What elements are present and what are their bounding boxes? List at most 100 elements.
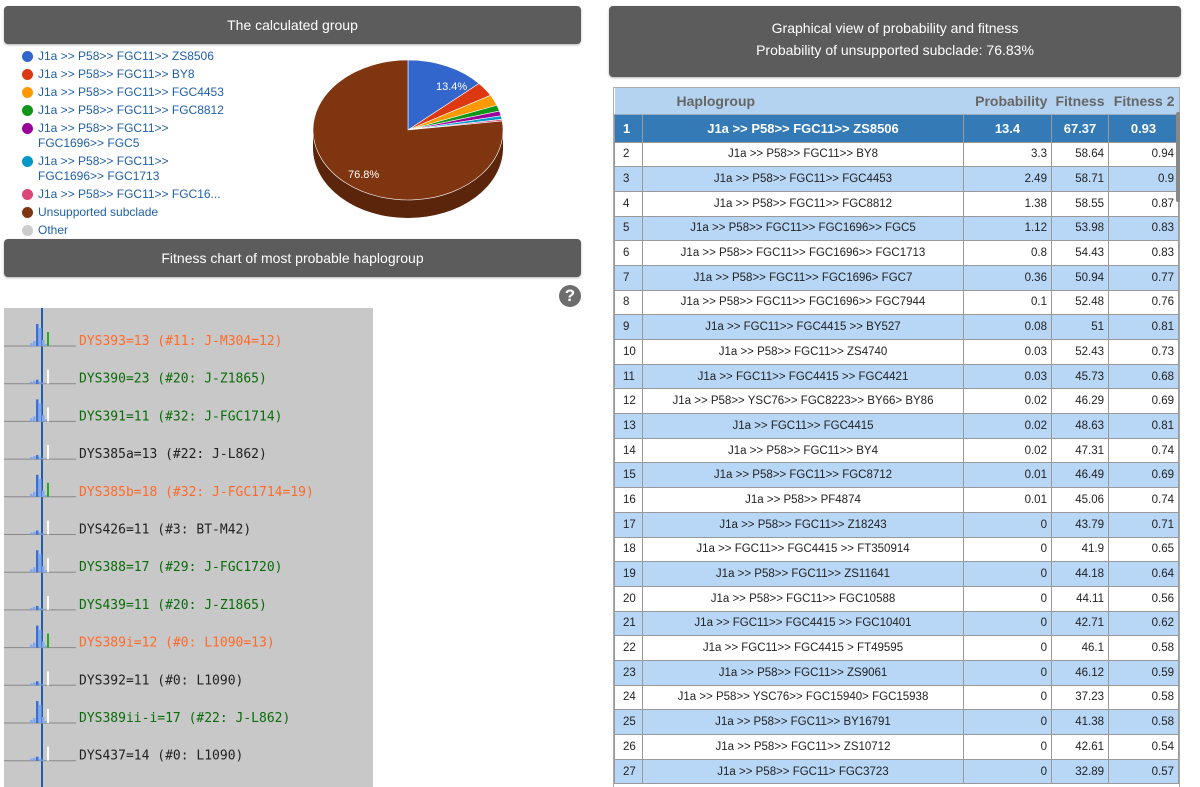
legend-color-dot bbox=[22, 156, 33, 167]
table-row[interactable]: 5 J1a >> P58>> FGC11>> FGC1696>> FGC5 1.12… bbox=[614, 215, 1179, 242]
fitness-chart-title: Fitness chart of most probable haplogrou… bbox=[161, 250, 424, 266]
legend-item[interactable]: J1a >> P58>> FGC11>> FGC4453 bbox=[22, 85, 242, 100]
probability-column-header[interactable]: Probability bbox=[963, 88, 1052, 115]
haplogroup-cell: J1a >> P58>> FGC11>> ZS9061 bbox=[642, 659, 964, 686]
legend-label: J1a >> P58>> FGC11>> ZS8506 bbox=[38, 49, 214, 63]
probability-cell: 0 bbox=[962, 659, 1052, 686]
probability-cell: 13.4 bbox=[962, 113, 1052, 143]
marker-row[interactable]: DYS392=11 (#0: L1090) bbox=[4, 671, 243, 688]
fitness2-cell: 0.56 bbox=[1108, 585, 1179, 612]
legend-item[interactable]: J1a >> P58>> FGC11>> FGC16... bbox=[22, 187, 242, 202]
haplogroup-cell: J1a >> FGC11>> FGC4415 > FT49595 bbox=[642, 635, 964, 661]
haplogroup-table-container[interactable]: Haplogroup Probability Fitness Fitness 2… bbox=[613, 87, 1180, 787]
fitness2-cell: 0.54 bbox=[1108, 734, 1179, 760]
table-row[interactable]: 1 J1a >> P58>> FGC11>> ZS8506 13.4 67.37 0.9… bbox=[614, 113, 1179, 143]
marker-row[interactable]: DYS391=11 (#32: J-FGC1714) bbox=[4, 399, 283, 424]
table-row[interactable]: 16 J1a >> P58>> PF4874 0.01 45.06 0.74 bbox=[614, 487, 1179, 513]
table-row[interactable]: 9 J1a >> FGC11>> FGC4415 >> BY527 0.08 51 0.… bbox=[614, 314, 1179, 340]
fitness2-column-header[interactable]: Fitness 2 bbox=[1108, 88, 1179, 115]
help-icon[interactable]: ? bbox=[559, 285, 581, 307]
legend-color-dot bbox=[22, 123, 33, 134]
row-index: 14 bbox=[614, 437, 643, 464]
table-row[interactable]: 23 J1a >> P58>> FGC11>> ZS9061 0 46.12 0.59 bbox=[614, 659, 1179, 686]
table-row[interactable]: 22 J1a >> FGC11>> FGC4415 > FT49595 0 46.1 0… bbox=[614, 635, 1179, 661]
table-row[interactable]: 4 J1a >> P58>> FGC11>> FGC8812 1.38 58.55 0.… bbox=[614, 190, 1179, 217]
marker-row[interactable]: DYS388=17 (#29: J-FGC1720) bbox=[4, 550, 283, 575]
marker-row[interactable]: DYS437=14 (#0: L1090) bbox=[4, 746, 243, 764]
calculated-group-title: The calculated group bbox=[227, 17, 358, 33]
marker-row[interactable]: DYS390=23 (#20: J-Z1865) bbox=[4, 369, 267, 387]
table-row[interactable]: 21 J1a >> FGC11>> FGC4415 >> FGC10401 0 42.… bbox=[614, 610, 1179, 637]
fitness-cell: 51 bbox=[1050, 314, 1110, 340]
fitness-column-header[interactable]: Fitness bbox=[1051, 88, 1109, 115]
table-row[interactable]: 19 J1a >> P58>> FGC11>> ZS11641 0 44.18 0.64 bbox=[614, 561, 1179, 587]
haplogroup-cell: J1a >> P58>> FGC11>> FGC1696>> FGC5 bbox=[642, 215, 964, 242]
marker-row[interactable]: DYS385a=13 (#22: J-L862) bbox=[4, 445, 267, 462]
table-row[interactable]: 26 J1a >> P58>> FGC11>> ZS10712 0 42.61 0.54 bbox=[614, 734, 1179, 760]
probability-pie-chart: 13.4% 76.8% bbox=[312, 60, 504, 218]
haplogroup-cell: J1a >> P58>> FGC11>> FGC1696>> FGC1713 bbox=[642, 240, 964, 266]
probability-cell: 0.8 bbox=[962, 240, 1052, 266]
marker-row[interactable]: DYS393=13 (#11: J-M304=12) bbox=[4, 324, 283, 349]
probability-cell: 0 bbox=[962, 536, 1052, 563]
legend-item[interactable]: J1a >> P58>> FGC11>> FGC1696>> FGC5 bbox=[22, 121, 242, 151]
fitness-cell: 58.55 bbox=[1050, 190, 1110, 217]
marker-label: DYS437=14 (#0: L1090) bbox=[79, 749, 243, 764]
fitness2-cell: 0.76 bbox=[1108, 289, 1179, 316]
pie-slice[interactable] bbox=[312, 60, 504, 201]
haplogroup-cell: J1a >> P58>> FGC11>> FGC10588 bbox=[642, 585, 964, 612]
pie-label-unsupported: 76.8% bbox=[348, 169, 379, 181]
haplogroup-cell: J1a >> P58>> FGC11>> ZS11641 bbox=[642, 561, 964, 587]
table-row[interactable]: 11 J1a >> FGC11>> FGC4415 >> FGC4421 0.03 4… bbox=[614, 363, 1179, 390]
row-index: 13 bbox=[614, 413, 643, 439]
table-row[interactable]: 8 J1a >> P58>> FGC11>> FGC1696>> FGC7944 0… bbox=[614, 289, 1179, 316]
fitness-cell: 46.1 bbox=[1050, 635, 1110, 661]
table-scrollbar[interactable] bbox=[1176, 112, 1180, 202]
table-row[interactable]: 20 J1a >> P58>> FGC11>> FGC10588 0 44.11 0.5… bbox=[614, 585, 1179, 612]
table-row[interactable]: 10 J1a >> P58>> FGC11>> ZS4740 0.03 52.43 0.… bbox=[614, 339, 1179, 365]
probability-cell: 0.08 bbox=[962, 314, 1052, 340]
fitness-cell: 46.29 bbox=[1050, 388, 1110, 415]
table-row[interactable]: 14 J1a >> P58>> FGC11>> BY4 0.02 47.31 0.74 bbox=[614, 437, 1179, 464]
fitness2-cell: 0.74 bbox=[1108, 437, 1179, 464]
table-row[interactable]: 6 J1a >> P58>> FGC11>> FGC1696>> FGC1713 0… bbox=[614, 240, 1179, 266]
fitness-cell: 54.43 bbox=[1050, 240, 1110, 266]
probability-cell: 0 bbox=[962, 635, 1052, 661]
table-row[interactable]: 2 J1a >> P58>> FGC11>> BY8 3.3 58.64 0.94 bbox=[614, 141, 1179, 168]
table-row[interactable]: 18 J1a >> FGC11>> FGC4415 >> FT350914 0 41.… bbox=[614, 536, 1179, 563]
fitness2-cell: 0.69 bbox=[1108, 462, 1179, 489]
row-index: 3 bbox=[614, 166, 643, 192]
fitness-cell: 42.61 bbox=[1050, 734, 1110, 760]
table-row[interactable]: 27 J1a >> P58>> FGC11> FGC3723 0 32.89 0.57 bbox=[614, 758, 1179, 785]
fitness2-cell: 0.81 bbox=[1108, 314, 1179, 340]
probability-cell: 3.3 bbox=[962, 141, 1052, 168]
marker-row[interactable]: DYS385b=18 (#32: J-FGC1714=19) bbox=[4, 474, 314, 500]
table-row[interactable]: 7 J1a >> P58>> FGC11>> FGC1696> FGC7 0.36 5… bbox=[614, 264, 1179, 291]
table-row[interactable]: 12 J1a >> P58>> YSC76>> FGC8223>> BY66> B… bbox=[614, 388, 1179, 415]
haplogroup-cell: J1a >> P58>> FGC11>> FGC8712 bbox=[642, 462, 964, 489]
table-header-row: Haplogroup Probability Fitness Fitness 2 bbox=[614, 88, 1179, 115]
table-row[interactable]: 24 J1a >> P58>> YSC76>> FGC15940> FGC1593… bbox=[614, 684, 1179, 711]
legend-item[interactable]: J1a >> P58>> FGC11>> FGC8812 bbox=[22, 103, 242, 118]
haplogroup-cell: J1a >> P58>> FGC11>> FGC1696> FGC7 bbox=[642, 264, 964, 291]
fitness-cell: 44.11 bbox=[1050, 585, 1110, 612]
index-column-header bbox=[614, 88, 643, 115]
legend-item[interactable]: J1a >> P58>> FGC11>> FGC1696>> FGC1713 bbox=[22, 154, 242, 184]
marker-row[interactable]: DYS439=11 (#20: J-Z1865) bbox=[4, 595, 267, 613]
table-row[interactable]: 13 J1a >> FGC11>> FGC4415 0.02 48.63 0.81 bbox=[614, 413, 1179, 439]
probability-cell: 0.02 bbox=[962, 388, 1052, 415]
pie-slice[interactable] bbox=[407, 60, 480, 131]
table-row[interactable]: 25 J1a >> P58>> FGC11>> BY16791 0 41.38 0.58 bbox=[614, 709, 1179, 735]
haplogroup-column-header[interactable]: Haplogroup bbox=[642, 88, 964, 115]
fitness-cell: 67.37 bbox=[1050, 113, 1110, 143]
legend-item[interactable]: J1a >> P58>> FGC11>> BY8 bbox=[22, 67, 242, 82]
legend-item[interactable]: J1a >> P58>> FGC11>> ZS8506 bbox=[22, 49, 242, 64]
legend-item[interactable]: Unsupported subclade bbox=[22, 205, 242, 220]
marker-row[interactable]: DYS389i=12 (#0: L1090=13) bbox=[4, 625, 275, 651]
legend-item[interactable]: Other bbox=[22, 223, 242, 238]
table-row[interactable]: 3 J1a >> P58>> FGC11>> FGC4453 2.49 58.71 0.… bbox=[614, 166, 1179, 192]
marker-row[interactable]: DYS426=11 (#3: BT-M42) bbox=[4, 520, 251, 538]
table-row[interactable]: 17 J1a >> P58>> FGC11>> Z18243 0 43.79 0.71 bbox=[614, 511, 1179, 538]
marker-row[interactable]: DYS389ii-i=17 (#22: J-L862) bbox=[4, 701, 290, 726]
table-row[interactable]: 15 J1a >> P58>> FGC11>> FGC8712 0.01 46.49 0… bbox=[614, 462, 1179, 489]
